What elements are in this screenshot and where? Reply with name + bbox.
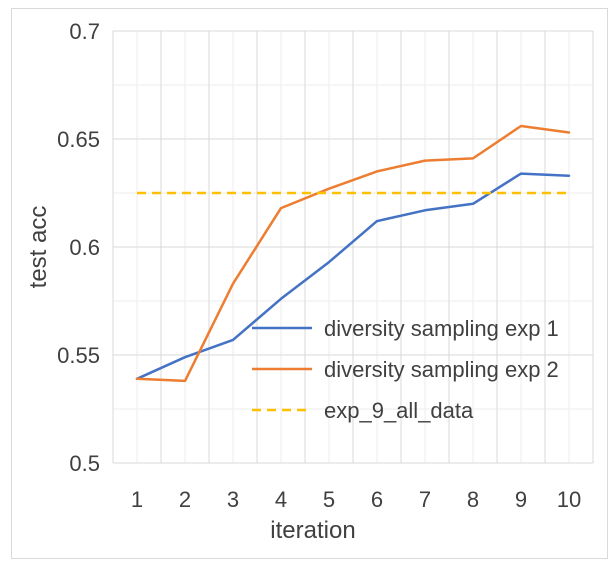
x-tick-label: 8 [467,487,479,512]
legend-label-3: exp_9_all_data [324,398,474,423]
x-tick-label: 2 [179,487,191,512]
x-tick-label: 9 [515,487,527,512]
x-tick-label: 10 [557,487,581,512]
legend-label-2: diversity sampling exp 2 [324,357,559,382]
series-line-1 [135,172,571,381]
chart-frame [11,8,608,559]
y-tick-label: 0.7 [69,19,100,44]
series-line-2 [135,124,571,383]
x-tick-label: 6 [371,487,383,512]
y-axis-title: test acc [25,206,52,289]
x-tick-label: 5 [323,487,335,512]
x-tick-label: 3 [227,487,239,512]
series-lines [135,124,571,383]
x-tick-label: 7 [419,487,431,512]
x-tick-label: 1 [131,487,143,512]
y-tick-label: 0.55 [57,343,100,368]
legend-label-1: diversity sampling exp 1 [324,316,559,341]
x-tick-labels: 1 2 3 4 5 6 7 8 9 10 [131,487,581,512]
x-axis-title: iteration [270,517,355,544]
legend: diversity sampling exp 1 diversity sampli… [252,316,559,423]
y-tick-label: 0.5 [69,451,100,476]
y-tick-labels: 0.5 0.55 0.6 0.65 0.7 [57,19,100,476]
x-tick-label: 4 [275,487,287,512]
y-tick-label: 0.65 [57,127,100,152]
y-tick-label: 0.6 [69,235,100,260]
